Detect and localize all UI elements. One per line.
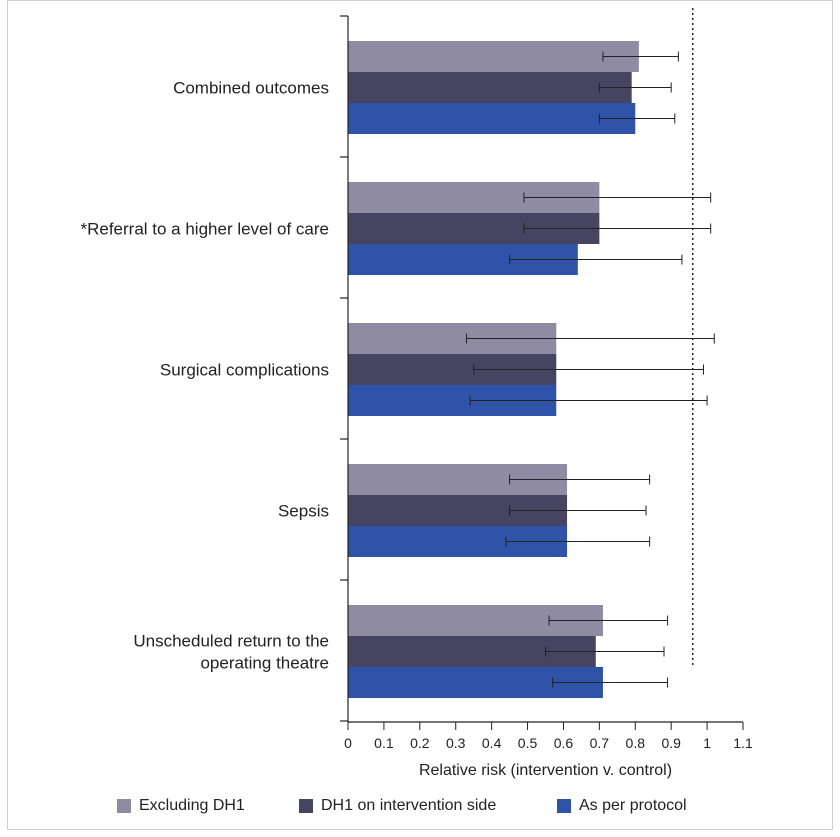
bar-excluding-dh1-combined-outcomes: [348, 41, 639, 72]
x-tick-label: 0.8: [626, 735, 646, 751]
category-label-unscheduled-return-to-the-operating-theatre: Unscheduled return to the operating theat…: [133, 632, 329, 673]
error-bar-dh1-on-intervention-side-sepsis: [509, 505, 647, 516]
bar-as-per-protocol-combined-outcomes: [348, 103, 636, 134]
error-bar-dh1-on-intervention-side-referral-to-a-higher-level-of-care: [523, 223, 712, 234]
x-axis-title: Relative risk (intervention v. control): [419, 762, 672, 779]
x-tick-label: 0.2: [410, 735, 430, 751]
error-bar-excluding-dh1-unscheduled-return-to-the-operating-theatre: [548, 615, 669, 626]
error-bar-excluding-dh1-surgical-complications: [466, 333, 715, 344]
x-tick-label: 0.9: [661, 735, 681, 751]
chart-frame: [7, 0, 833, 830]
x-tick-label: 1: [703, 735, 711, 751]
legend-label-dh1-on-intervention-side: DH1 on intervention side: [321, 797, 497, 814]
error-bar-dh1-on-intervention-side-surgical-complications: [473, 364, 704, 375]
error-bar-as-per-protocol-sepsis: [505, 536, 651, 547]
legend-swatch-excluding-dh1: [117, 799, 131, 813]
x-tick-label: 0.5: [518, 735, 538, 751]
relative-risk-bar-chart: Combined outcomes *Referral to a higher l…: [80, 8, 753, 779]
x-tick-label: 0.1: [374, 735, 394, 751]
category-label-surgical-complications: Surgical complications: [160, 361, 329, 380]
x-tick-label: 0.7: [590, 735, 610, 751]
category-label-combined-outcomes: Combined outcomes: [173, 79, 329, 98]
x-tick-label: 0.4: [482, 735, 502, 751]
legend-item-dh1-on-intervention-side: DH1 on intervention side: [299, 797, 496, 815]
error-bar-as-per-protocol-combined-outcomes: [598, 113, 676, 124]
error-bar-as-per-protocol-referral-to-a-higher-level-of-care: [509, 254, 683, 265]
x-tick-label: 0.6: [554, 735, 574, 751]
error-bar-as-per-protocol-unscheduled-return-to-the-operating-theatre: [552, 677, 669, 688]
error-bar-excluding-dh1-referral-to-a-higher-level-of-care: [523, 192, 712, 203]
x-tick-label: 1.1: [733, 735, 753, 751]
chart-legend: Excluding DH1 DH1 on intervention side A…: [0, 797, 840, 821]
legend-item-excluding-dh1: Excluding DH1: [117, 797, 245, 815]
error-bar-dh1-on-intervention-side-unscheduled-return-to-the-operating-theatre: [545, 646, 665, 657]
error-bar-dh1-on-intervention-side-combined-outcomes: [598, 82, 672, 93]
x-tick-label: 0.3: [446, 735, 466, 751]
x-tick-label: 0: [344, 735, 352, 751]
category-label-sepsis: Sepsis: [278, 502, 329, 521]
category-label-referral-to-a-higher-level-of-care: *Referral to a higher level of care: [80, 220, 329, 239]
legend-label-excluding-dh1: Excluding DH1: [139, 797, 245, 814]
legend-swatch-as-per-protocol: [557, 799, 571, 813]
error-bar-excluding-dh1-sepsis: [509, 474, 651, 485]
bar-dh1-on-intervention-side-combined-outcomes: [348, 72, 632, 103]
error-bar-excluding-dh1-combined-outcomes: [602, 51, 679, 62]
legend-item-as-per-protocol: As per protocol: [557, 797, 687, 815]
legend-label-as-per-protocol: As per protocol: [579, 797, 687, 814]
error-bar-as-per-protocol-surgical-complications: [469, 395, 708, 406]
legend-swatch-dh1-on-intervention-side: [299, 799, 313, 813]
